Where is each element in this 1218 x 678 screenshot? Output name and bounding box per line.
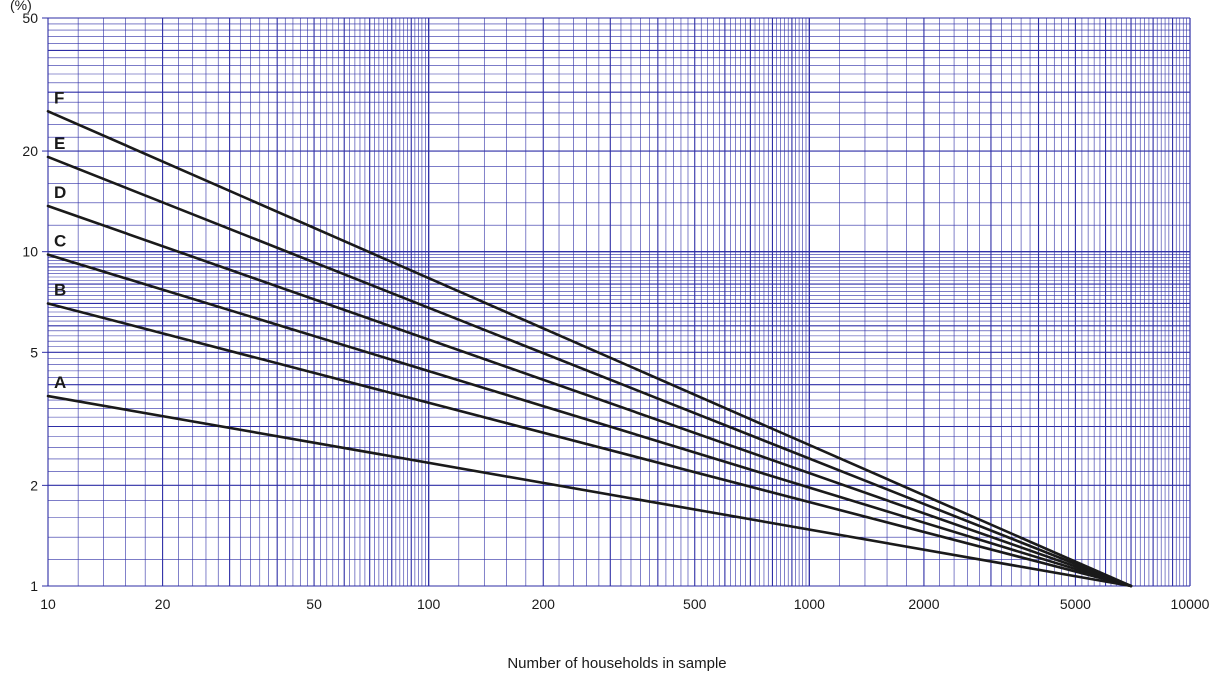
series-lines bbox=[46, 109, 1133, 588]
x-tick-label: 500 bbox=[683, 596, 707, 612]
x-tick-label: 1000 bbox=[794, 596, 825, 612]
grid bbox=[42, 17, 1191, 587]
y-tick-label: 20 bbox=[22, 143, 38, 159]
y-tick-labels: 1 2 5 10 20 50 bbox=[22, 10, 38, 594]
series-line-e bbox=[46, 155, 1133, 588]
y-tick-label: 5 bbox=[30, 344, 38, 360]
series-label-a: A bbox=[54, 373, 66, 392]
series-line-c bbox=[46, 253, 1133, 588]
x-tick-labels: 10 20 50 100 200 500 1000 2000 5000 10000 bbox=[40, 596, 1209, 612]
y-axis-label: (%) bbox=[10, 0, 32, 13]
y-tick-label: 10 bbox=[22, 244, 38, 260]
x-tick-label: 100 bbox=[417, 596, 441, 612]
series-line-f bbox=[46, 109, 1133, 588]
x-tick-label: 5000 bbox=[1060, 596, 1091, 612]
series-line-d bbox=[46, 204, 1133, 588]
series-line-a bbox=[46, 394, 1133, 588]
series-line-b bbox=[46, 302, 1133, 588]
x-tick-label: 10 bbox=[40, 596, 56, 612]
series-labels: A B C D E F bbox=[54, 88, 66, 392]
y-tick-label: 2 bbox=[30, 477, 38, 493]
x-tick-label: 200 bbox=[532, 596, 556, 612]
x-tick-label: 10000 bbox=[1171, 596, 1210, 612]
series-label-f: F bbox=[54, 88, 64, 107]
x-tick-label: 2000 bbox=[908, 596, 939, 612]
x-tick-label: 20 bbox=[155, 596, 171, 612]
x-tick-label: 50 bbox=[306, 596, 322, 612]
x-axis-title: Number of households in sample bbox=[507, 655, 726, 672]
series-label-b: B bbox=[54, 280, 66, 299]
series-label-e: E bbox=[54, 134, 65, 153]
series-label-c: C bbox=[54, 232, 66, 251]
series-label-d: D bbox=[54, 183, 66, 202]
y-tick-label: 1 bbox=[30, 578, 38, 594]
y-tick-label: 50 bbox=[22, 10, 38, 26]
